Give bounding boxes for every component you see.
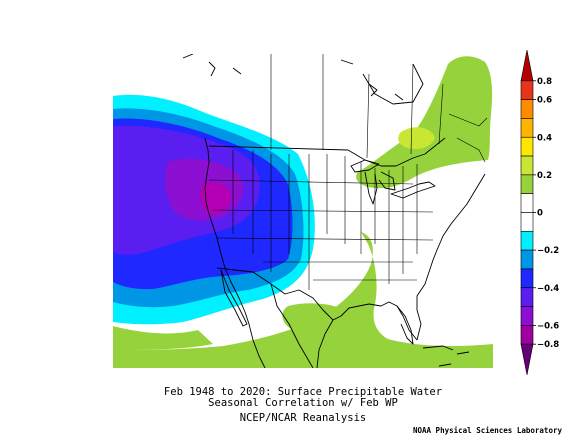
colorbar-tick-label: 0.8 [537, 77, 552, 87]
colorbar-segment [520, 99, 534, 119]
colorbar-segments [520, 49, 534, 376]
colorbar-segment [520, 80, 534, 100]
colorbar-tick-label: −0.4 [537, 284, 559, 294]
colorbar-tick-label: 0 [537, 209, 543, 219]
colorbar-segment [520, 155, 534, 176]
lake-huron [378, 171, 396, 191]
magenta-region [200, 181, 231, 214]
colorbar-tick-label: −0.8 [537, 340, 559, 350]
west-coastline [204, 137, 266, 368]
colorbar-segment [520, 174, 534, 194]
hudson-bay [362, 63, 424, 105]
caption-title: Feb 1948 to 2020: Surface Precipitable W… [163, 386, 443, 398]
green-region-gulf [282, 303, 358, 331]
florida [396, 305, 414, 345]
east-coast [416, 173, 486, 341]
lake-michigan [364, 171, 378, 205]
green-region-southwest [113, 326, 213, 350]
colorbar-tick-label: −0.2 [537, 246, 559, 256]
colorbar-segment [520, 212, 534, 232]
state-lines [208, 150, 434, 290]
colorbar-segment [520, 136, 534, 157]
credit-label: NOAA Physical Sciences Laboratory [412, 426, 562, 435]
colorbar-segment [520, 49, 534, 82]
colorbar-legend: 0.8 0.6 0.4 0.2 0 −0.2 −0.4 −0.6 −0.8 [510, 40, 565, 385]
colorbar-segment [520, 268, 534, 289]
caption-subtitle: Seasonal Correlation w/ Feb WP [208, 397, 398, 409]
lake-erie-ontario [390, 181, 436, 199]
colorbar-segment [520, 343, 534, 376]
colorbar-tick-label: 0.6 [537, 96, 552, 106]
colorbar-segment [520, 306, 534, 326]
colorbar-segment [520, 193, 534, 213]
green-region-northeast [356, 56, 493, 189]
caption-dataset: NCEP/NCAR Reanalysis [239, 412, 367, 424]
caribbean-islands [422, 345, 470, 367]
green-region-southeast [113, 232, 493, 368]
colorbar-segment [520, 287, 534, 307]
us-canada-border [208, 137, 446, 167]
us-mexico-border [216, 267, 334, 321]
map-boundaries [182, 54, 488, 368]
colorbar-segment [520, 249, 534, 270]
arctic-islands [182, 54, 404, 101]
lime-patch-canada [398, 127, 435, 150]
correlation-map [113, 54, 493, 368]
colorbar-tick-label: 0.2 [537, 171, 552, 181]
colorbar-segment [520, 118, 534, 138]
colorbar-tick-label: 0.4 [537, 133, 552, 143]
canada-lines [270, 54, 488, 163]
colorbar-ticks: 0.8 0.6 0.4 0.2 0 −0.2 −0.4 −0.6 −0.8 [533, 77, 559, 350]
colorbar-segment [520, 231, 534, 251]
gulf-coast [332, 301, 418, 341]
mexico-coast [270, 283, 334, 368]
baja-california [220, 269, 248, 327]
colorbar-tick-label: −0.6 [537, 321, 559, 331]
colorbar-segment [520, 325, 534, 345]
lake-superior [350, 159, 380, 173]
